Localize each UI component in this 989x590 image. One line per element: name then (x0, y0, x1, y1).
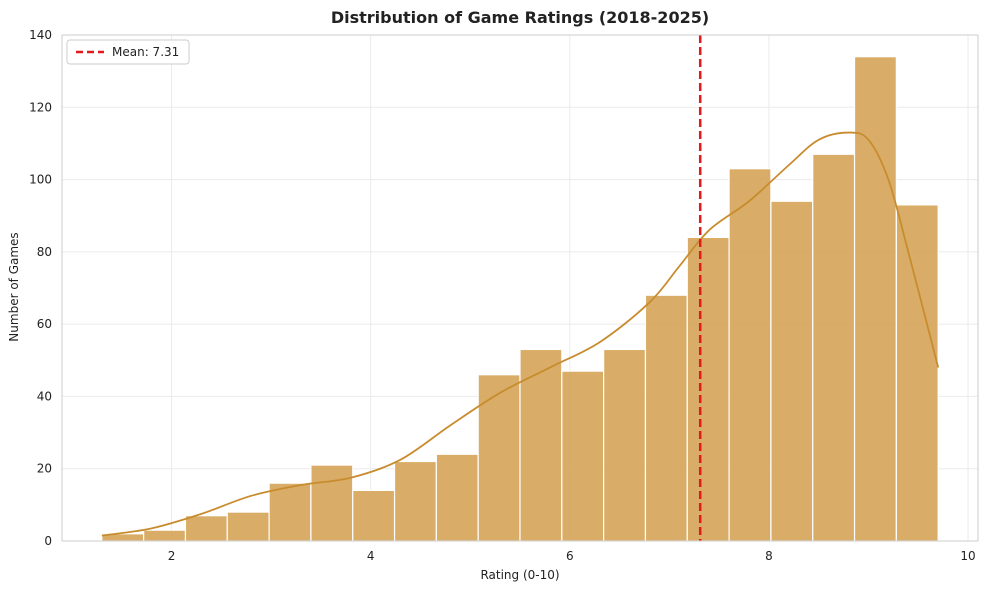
legend: Mean: 7.31 (66, 39, 190, 65)
histogram-bar (519, 348, 563, 542)
y-axis-label: Number of Games (7, 232, 21, 341)
histogram-bar (268, 482, 312, 542)
y-tick-labels: 0 20 40 60 80 100 120 140 (29, 28, 52, 548)
y-tick-label: 120 (29, 100, 52, 114)
histogram-bar (853, 56, 897, 542)
histogram-bar (393, 460, 437, 542)
histogram-bar (310, 464, 354, 542)
histogram-bar (686, 236, 730, 542)
x-tick-label: 6 (566, 549, 574, 563)
x-tick-label: 10 (960, 549, 975, 563)
y-tick-label: 0 (44, 534, 52, 548)
x-axis-label: Rating (0-10) (480, 568, 559, 582)
x-tick-labels: 2 4 6 8 10 (168, 549, 976, 563)
histogram-bar (728, 168, 772, 542)
legend-box (66, 39, 190, 65)
y-tick-label: 60 (37, 317, 52, 331)
histogram-bar (477, 374, 521, 542)
y-tick-label: 100 (29, 173, 52, 187)
histogram-bar (812, 153, 856, 542)
legend-mean-label: Mean: 7.31 (112, 45, 179, 59)
histogram-bar (561, 370, 605, 542)
y-tick-label: 40 (37, 389, 52, 403)
histogram-bars (101, 56, 939, 542)
histogram-bar (644, 294, 688, 542)
x-tick-label: 2 (168, 549, 176, 563)
histogram-bar (226, 511, 270, 542)
histogram-bar (184, 515, 228, 542)
histogram-bar (770, 200, 814, 542)
histogram-bar (143, 529, 187, 542)
y-tick-label: 140 (29, 28, 52, 42)
plot-frame (61, 34, 979, 542)
x-tick-label: 8 (765, 549, 773, 563)
histogram-bar (895, 204, 939, 542)
y-tick-label: 80 (37, 245, 52, 259)
histogram-bar (435, 453, 479, 542)
y-tick-label: 20 (37, 462, 52, 476)
x-tick-label: 4 (367, 549, 375, 563)
histogram-bar (352, 489, 396, 542)
histogram-bar (603, 348, 647, 542)
chart-title: Distribution of Game Ratings (2018-2025) (331, 8, 709, 27)
kde-density-curve (101, 131, 940, 537)
